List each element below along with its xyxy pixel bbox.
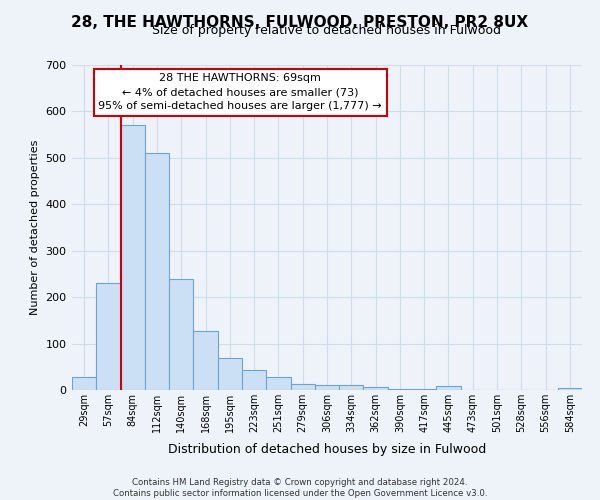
Bar [145,153,169,390]
Title: Size of property relative to detached houses in Fulwood: Size of property relative to detached ho… [152,24,502,38]
Bar [315,386,339,390]
Text: Contains HM Land Registry data © Crown copyright and database right 2024.
Contai: Contains HM Land Registry data © Crown c… [113,478,487,498]
Bar [218,358,242,390]
Bar [193,331,218,390]
Bar [388,388,412,390]
Bar [242,370,266,390]
Bar [96,283,121,390]
Bar [72,377,96,390]
Text: 28, THE HAWTHORNS, FULWOOD, PRESTON, PR2 8UX: 28, THE HAWTHORNS, FULWOOD, PRESTON, PR2… [71,15,529,30]
Bar [169,278,193,390]
Text: 28 THE HAWTHORNS: 69sqm
← 4% of detached houses are smaller (73)
95% of semi-det: 28 THE HAWTHORNS: 69sqm ← 4% of detached… [98,73,382,111]
Bar [364,387,388,390]
Bar [339,386,364,390]
X-axis label: Distribution of detached houses by size in Fulwood: Distribution of detached houses by size … [168,444,486,456]
Bar [558,388,582,390]
Bar [290,384,315,390]
Bar [121,126,145,390]
Bar [436,386,461,390]
Y-axis label: Number of detached properties: Number of detached properties [30,140,40,315]
Bar [266,378,290,390]
Bar [412,388,436,390]
